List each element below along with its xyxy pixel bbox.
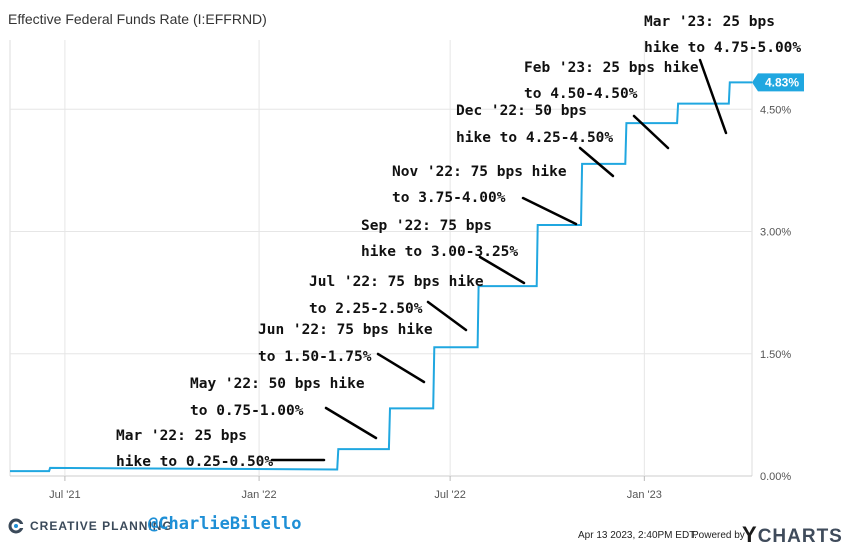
annotation-line2: to 3.75-4.00% xyxy=(392,190,506,206)
brand-name: CREATIVE PLANNING xyxy=(30,519,173,533)
annotation: Sep '22: 75 bps hike to 3.00-3.25% xyxy=(361,218,526,285)
annotation-line2: hike to 0.25-0.50% xyxy=(116,454,273,470)
annotation: Mar '22: 25 bps hike to 0.25-0.50% xyxy=(116,428,326,470)
last-value-badge: 4.83% xyxy=(752,73,804,92)
annotation: Nov '22: 75 bps hike to 3.75-4.00% xyxy=(392,164,578,226)
annotation-line1: Jul '22: 75 bps hike xyxy=(309,274,484,290)
powered-by: Powered by xyxy=(692,530,745,541)
y-axis: 0.00% 1.50% 3.00% 4.50% xyxy=(760,104,791,483)
annotation: Dec '22: 50 bps hike to 4.25-4.50% xyxy=(456,103,615,178)
annotation-line2: to 4.50-4.50% xyxy=(524,86,638,102)
x-tick-label: Jan '23 xyxy=(627,489,662,501)
series-group xyxy=(10,81,752,473)
ycharts-initial: Y xyxy=(742,522,758,547)
timestamp: Apr 13 2023, 2:40PM EDT. xyxy=(578,530,697,541)
annotation-arrow xyxy=(632,114,670,150)
ycharts-rest: CHARTS xyxy=(757,526,843,547)
annotation-line1: Dec '22: 50 bps xyxy=(456,103,587,119)
annotation: May '22: 50 bps hike to 0.75-1.00% xyxy=(190,376,378,440)
x-tick-label: Jul '22 xyxy=(434,489,465,501)
annotation-line1: Nov '22: 75 bps hike xyxy=(392,164,567,180)
annotation: Mar '23: 25 bps hike to 4.75-5.00% xyxy=(644,14,801,135)
chart-title: Effective Federal Funds Rate (I:EFFRND) xyxy=(8,11,267,27)
annotation-line2: to 2.25-2.50% xyxy=(309,301,423,317)
badge-shape xyxy=(752,73,804,92)
annotation: Jul '22: 75 bps hike to 2.25-2.50% xyxy=(309,274,484,332)
y-tick-label: 3.00% xyxy=(760,227,791,239)
annotation-arrow xyxy=(426,300,468,332)
annotation-arrow xyxy=(478,255,526,285)
x-tick-label: Jul '21 xyxy=(49,489,80,501)
author-handle: @CharlieBilello xyxy=(148,514,302,534)
annotation-line1: Mar '23: 25 bps xyxy=(644,14,775,30)
annotation: Feb '23: 25 bps hike to 4.50-4.50% xyxy=(524,60,699,150)
creative-planning-icon xyxy=(8,518,24,534)
annotation-arrow xyxy=(698,58,728,135)
annotation-line2: hike to 4.25-4.50% xyxy=(456,130,613,146)
annotations: Mar '22: 25 bps hike to 0.25-0.50% May '22… xyxy=(116,14,801,470)
annotation-line1: Feb '23: 25 bps hike xyxy=(524,60,699,76)
annotation-arrow xyxy=(376,352,426,384)
x-axis: Jul '21 Jan '22 Jul '22 Jan '23 xyxy=(49,476,662,501)
y-tick-label: 0.00% xyxy=(760,471,791,483)
annotation-arrow xyxy=(578,146,615,178)
badge-label: 4.83% xyxy=(765,75,799,89)
annotation-line2: to 1.50-1.75% xyxy=(258,349,372,365)
footer: CREATIVE PLANNING @CharlieBilello Apr 13… xyxy=(0,510,850,549)
annotation-line1: Mar '22: 25 bps xyxy=(116,428,247,444)
annotation-line2: to 0.75-1.00% xyxy=(190,403,304,419)
fed-funds-chart: Effective Federal Funds Rate (I:EFFRND) … xyxy=(8,11,804,501)
y-tick-label: 4.50% xyxy=(760,104,791,116)
y-tick-label: 1.50% xyxy=(760,349,791,361)
annotation-line1: May '22: 50 bps hike xyxy=(190,376,365,392)
annotation-line2: hike to 3.00-3.25% xyxy=(361,244,518,260)
series-line xyxy=(10,81,752,473)
annotation-arrow xyxy=(324,406,378,440)
grid xyxy=(9,40,753,477)
ycharts-logo: YCHARTS xyxy=(742,522,843,548)
annotation-line1: Sep '22: 75 bps xyxy=(361,218,492,234)
annotation-arrow xyxy=(521,196,578,226)
x-tick-label: Jan '22 xyxy=(242,489,277,501)
annotation: Jun '22: 75 bps hike to 1.50-1.75% xyxy=(258,322,433,384)
brand-logo: CREATIVE PLANNING xyxy=(8,518,173,534)
annotation-line2: hike to 4.75-5.00% xyxy=(644,40,801,56)
annotation-line1: Jun '22: 75 bps hike xyxy=(258,322,433,338)
